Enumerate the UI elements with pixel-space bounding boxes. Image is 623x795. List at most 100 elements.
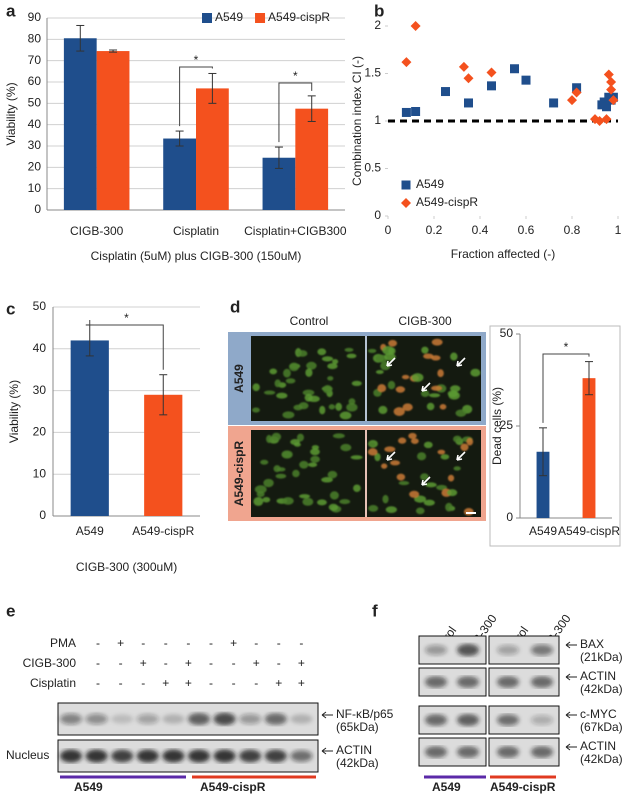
treatment-sign: + xyxy=(117,636,124,650)
y-axis-label: Viability (%) xyxy=(7,380,21,443)
cell xyxy=(398,481,410,486)
treatment-sign: - xyxy=(164,656,168,670)
bands xyxy=(425,643,479,657)
band xyxy=(531,715,553,725)
cell xyxy=(321,356,334,362)
cell xyxy=(252,383,260,392)
cell xyxy=(423,499,435,506)
band xyxy=(457,643,479,657)
point xyxy=(441,87,450,97)
cell xyxy=(305,368,313,377)
error-bar xyxy=(539,427,547,477)
point xyxy=(487,81,496,91)
point xyxy=(594,116,605,126)
cell xyxy=(304,393,313,402)
treatment-sign: + xyxy=(140,656,147,670)
cell xyxy=(368,504,379,512)
x-axis-label: Fraction affected (-) xyxy=(451,247,555,261)
cell xyxy=(409,490,420,498)
cell xyxy=(410,438,419,445)
cell xyxy=(350,455,363,460)
group-label: A549 xyxy=(74,780,103,794)
pointer-arrow xyxy=(456,357,466,367)
cell xyxy=(322,385,333,394)
cell xyxy=(253,496,264,506)
treatment-sign: - xyxy=(141,636,145,650)
cell xyxy=(310,448,320,456)
cell xyxy=(339,411,352,420)
significance-mark: * xyxy=(194,53,199,67)
cell xyxy=(395,386,406,393)
band xyxy=(85,713,108,725)
column-label: Control xyxy=(290,314,329,328)
bands xyxy=(425,714,479,726)
error-bar xyxy=(159,374,168,416)
cell xyxy=(329,491,339,500)
point xyxy=(411,107,421,116)
blot-label: NF-κB/p65 xyxy=(336,707,394,721)
cells xyxy=(253,432,363,513)
band xyxy=(136,749,159,763)
treatment-sign: - xyxy=(254,676,258,690)
group-label: A549 xyxy=(432,780,461,794)
cell xyxy=(332,359,339,365)
blot-label: BAX xyxy=(580,637,604,651)
treatment-sign: - xyxy=(186,636,190,650)
cell xyxy=(384,353,396,361)
cell xyxy=(282,451,292,458)
treatment-sign: - xyxy=(119,676,123,690)
point xyxy=(521,75,531,85)
cell xyxy=(463,508,474,516)
label-arrow xyxy=(321,747,333,755)
legend-label: A549-cispR xyxy=(416,195,478,209)
cell xyxy=(346,353,357,359)
bands xyxy=(497,676,553,688)
cell xyxy=(431,355,441,361)
point xyxy=(401,57,412,68)
band xyxy=(188,713,210,725)
label-arrow xyxy=(565,711,577,719)
cell xyxy=(289,362,300,372)
blot-size: (67kDa) xyxy=(580,720,623,734)
blot-size: (42kDa) xyxy=(580,682,623,696)
x-tick-label: 0 xyxy=(385,223,392,237)
cells xyxy=(367,338,481,417)
cell xyxy=(327,470,338,479)
x-axis-label: Cisplatin (5uM) plus CIGB-300 (150uM) xyxy=(91,249,302,263)
cell xyxy=(377,384,387,393)
band xyxy=(531,644,553,656)
point xyxy=(510,64,519,74)
cell xyxy=(408,432,417,439)
pointer-arrow xyxy=(456,451,466,461)
cell xyxy=(423,353,434,359)
y-tick-label: 0.5 xyxy=(364,161,381,175)
cell xyxy=(263,478,274,488)
y-tick-label: 0 xyxy=(39,508,46,522)
y-tick-label: 70 xyxy=(28,53,42,67)
band xyxy=(213,749,236,763)
cell xyxy=(378,405,388,415)
panel-label: d xyxy=(230,297,240,316)
band xyxy=(111,749,134,763)
blot-size: (42kDa) xyxy=(580,752,623,766)
legend-swatch xyxy=(401,198,411,208)
treatment-sign: - xyxy=(96,676,100,690)
treatment-sign: - xyxy=(232,656,236,670)
band xyxy=(85,749,108,763)
cell xyxy=(328,404,336,410)
cell xyxy=(293,404,303,411)
bands xyxy=(497,644,553,656)
cell xyxy=(292,469,300,478)
y-tick-label: 1 xyxy=(374,113,381,127)
cell xyxy=(447,489,458,497)
cell xyxy=(348,398,356,405)
cell xyxy=(437,369,444,378)
point xyxy=(464,98,473,108)
cell xyxy=(367,448,378,456)
cell xyxy=(346,403,358,412)
significance-mark: * xyxy=(293,69,298,83)
cell xyxy=(321,477,333,483)
blot-size: (42kDa) xyxy=(336,756,379,770)
treatment-sign: + xyxy=(185,656,192,670)
cell xyxy=(327,363,338,370)
